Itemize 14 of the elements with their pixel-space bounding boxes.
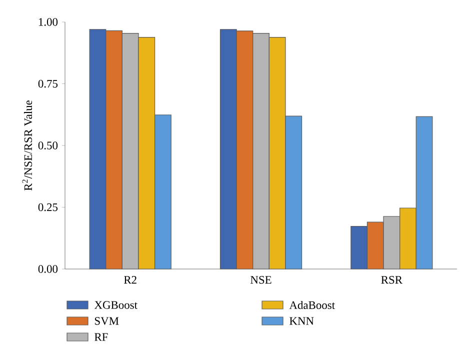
- y-tick-label: 0.50: [38, 142, 58, 150]
- y-tick-label: 0.25: [38, 203, 58, 212]
- y-tick-label: 0.75: [38, 80, 58, 88]
- legend-label: KNN: [290, 317, 314, 325]
- legend-label: RF: [94, 333, 108, 341]
- x-tick-label: NSE: [250, 276, 272, 284]
- legend-label: SVM: [94, 317, 119, 325]
- legend-label: AdaBoost: [289, 300, 335, 310]
- x-tick-label: RSR: [381, 276, 402, 284]
- y-tick-label: 1.00: [38, 18, 58, 26]
- x-tick-label: R2: [124, 276, 136, 284]
- y-axis-title: R$^{2}$/NSE/RSR Value: [22, 100, 32, 191]
- legend-label: XGBoost: [94, 301, 138, 309]
- y-tick-label: 0.00: [38, 265, 58, 273]
